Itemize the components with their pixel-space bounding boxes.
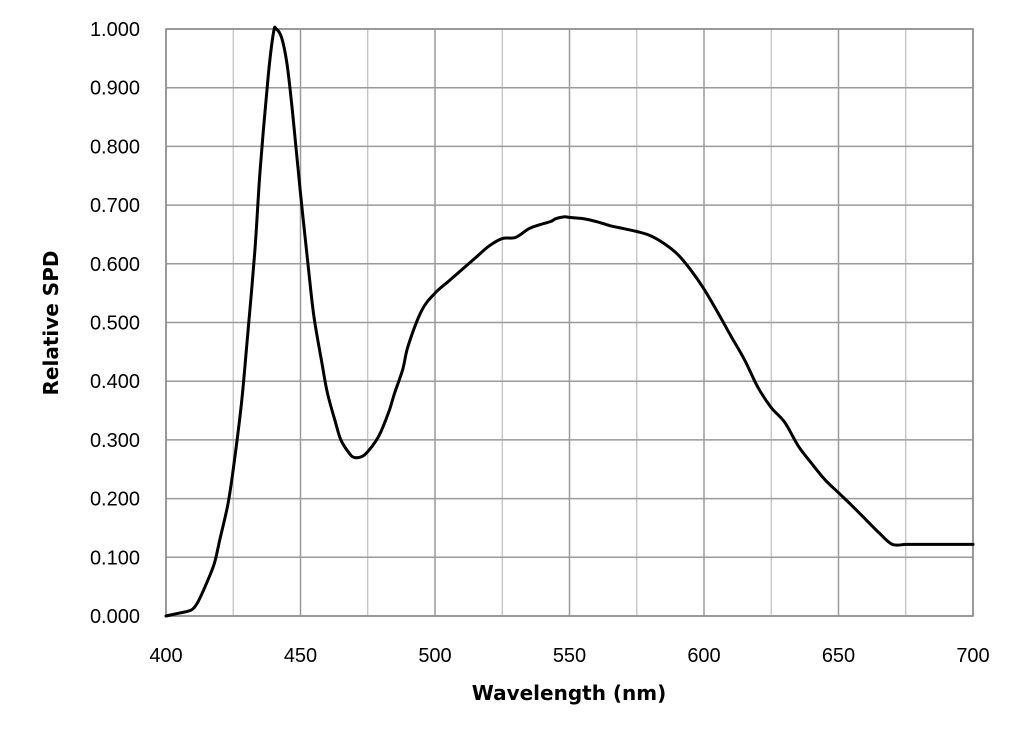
y-tick-label: 0.600 bbox=[90, 254, 140, 276]
y-tick-label: 0.200 bbox=[90, 489, 140, 511]
y-axis-title: Relative SPD bbox=[39, 251, 63, 396]
x-tick-label: 400 bbox=[149, 645, 182, 667]
x-axis-title: Wavelength (nm) bbox=[472, 681, 667, 705]
x-tick-label: 550 bbox=[553, 645, 586, 667]
spd-series-line bbox=[164, 25, 975, 618]
x-tick-label: 600 bbox=[687, 645, 720, 667]
plot-area bbox=[165, 28, 974, 617]
x-tick-label: 700 bbox=[956, 645, 989, 667]
y-tick-label: 1.000 bbox=[90, 19, 140, 41]
gridlines bbox=[165, 28, 974, 617]
y-tick-label: 0.800 bbox=[90, 136, 140, 158]
y-tick-label: 0.300 bbox=[90, 430, 140, 452]
y-axis-ticks: 0.000 0.100 0.200 0.300 0.400 0.500 0.600 0.700… bbox=[90, 19, 140, 628]
y-tick-label: 0.400 bbox=[90, 371, 140, 393]
y-tick-label: 0.100 bbox=[90, 547, 140, 569]
y-tick-label: 0.900 bbox=[90, 78, 140, 100]
y-tick-label: 0.500 bbox=[90, 313, 140, 335]
x-tick-label: 650 bbox=[822, 645, 855, 667]
y-tick-label: 0.700 bbox=[90, 195, 140, 217]
series-layer bbox=[164, 25, 975, 618]
x-axis-ticks: 400 450 500 550 600 650 700 bbox=[149, 645, 989, 667]
x-tick-label: 500 bbox=[418, 645, 451, 667]
x-tick-label: 450 bbox=[284, 645, 317, 667]
y-tick-label: 0.000 bbox=[90, 606, 140, 628]
